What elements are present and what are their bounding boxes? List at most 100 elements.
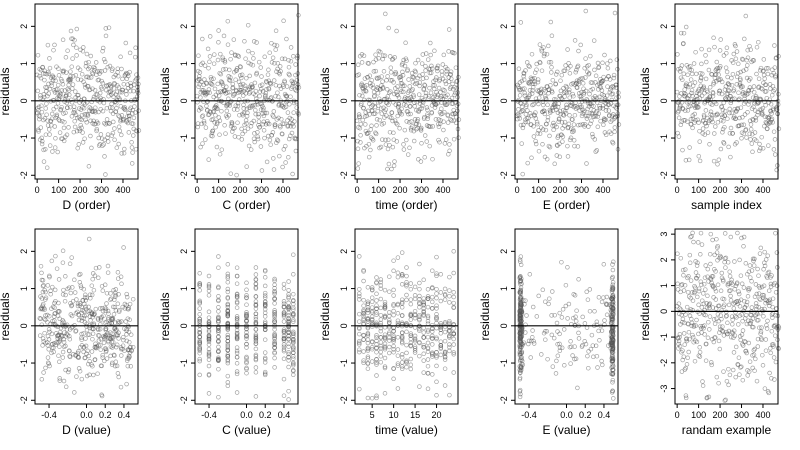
- data-point: [421, 325, 426, 331]
- data-point: [760, 146, 766, 151]
- data-point: [132, 104, 137, 109]
- data-point: [296, 112, 301, 117]
- data-point: [744, 92, 750, 97]
- data-point: [729, 277, 734, 283]
- data-point: [408, 281, 414, 286]
- data-point: [214, 106, 219, 111]
- data-point: [216, 394, 221, 400]
- data-point: [553, 81, 559, 87]
- y-tick-label: -2: [19, 396, 29, 404]
- data-point: [387, 310, 392, 315]
- data-point: [234, 369, 240, 374]
- data-point: [119, 132, 124, 138]
- data-point: [286, 388, 291, 394]
- data-point: [520, 171, 525, 177]
- data-point: [372, 104, 378, 110]
- data-point: [757, 141, 762, 147]
- data-point: [686, 329, 692, 335]
- data-point: [571, 129, 576, 134]
- data-point: [126, 353, 132, 359]
- data-point: [531, 102, 536, 107]
- data-point: [378, 106, 384, 111]
- data-point: [62, 330, 67, 335]
- data-point: [266, 86, 272, 92]
- data-point: [411, 138, 417, 144]
- data-point: [563, 282, 569, 288]
- data-point: [128, 332, 134, 337]
- data-point: [250, 84, 255, 90]
- data-point: [701, 84, 707, 89]
- data-point: [272, 122, 278, 127]
- data-point: [273, 83, 279, 88]
- data-point: [765, 318, 770, 324]
- data-point: [102, 68, 108, 73]
- data-point: [381, 120, 387, 126]
- data-point: [72, 277, 77, 283]
- data-point: [769, 92, 775, 98]
- data-point: [531, 124, 536, 129]
- data-point: [45, 123, 51, 128]
- data-point: [102, 137, 107, 143]
- y-tick-label: 1: [19, 61, 29, 66]
- data-point: [399, 89, 404, 94]
- data-point: [108, 296, 114, 301]
- data-point: [580, 314, 585, 320]
- data-point: [516, 66, 522, 72]
- data-point: [129, 140, 134, 145]
- x-tick-label: 5: [370, 410, 375, 420]
- data-point: [448, 69, 454, 74]
- x-tick-label: 200: [713, 410, 728, 420]
- plot-frame: [674, 3, 779, 180]
- data-point: [66, 125, 71, 130]
- data-point: [414, 121, 419, 127]
- data-point: [268, 142, 273, 147]
- data-point: [750, 149, 755, 155]
- data-point: [518, 20, 524, 25]
- scatter-points: [674, 230, 782, 403]
- data-point: [726, 382, 731, 388]
- data-point: [412, 296, 418, 302]
- data-point: [607, 113, 612, 119]
- data-point: [529, 51, 535, 57]
- data-point: [585, 106, 590, 112]
- data-point: [546, 43, 551, 49]
- data-point: [530, 84, 536, 90]
- x-tick-label: 0.4: [598, 410, 611, 420]
- x-tick-label: 100: [51, 185, 66, 195]
- data-point: [588, 53, 593, 59]
- data-point: [374, 373, 379, 378]
- data-point: [717, 346, 723, 352]
- data-point: [430, 294, 435, 300]
- data-point: [244, 302, 249, 307]
- data-point: [246, 143, 252, 149]
- data-point: [405, 67, 410, 72]
- data-point: [691, 239, 696, 245]
- data-point: [89, 349, 95, 354]
- data-point: [381, 69, 387, 74]
- data-point: [395, 122, 400, 127]
- data-point: [742, 93, 747, 99]
- data-point: [227, 89, 232, 95]
- data-point: [202, 77, 207, 82]
- data-point: [681, 331, 687, 336]
- data-point: [49, 80, 54, 86]
- data-point: [747, 359, 753, 364]
- data-point: [565, 143, 570, 149]
- data-point: [558, 78, 563, 83]
- data-point: [90, 336, 95, 342]
- data-point: [374, 275, 379, 280]
- data-point: [679, 63, 685, 68]
- data-point: [210, 133, 215, 139]
- data-point: [356, 72, 362, 77]
- data-point: [417, 83, 422, 89]
- y-tick-label: 1: [499, 286, 509, 291]
- data-point: [559, 259, 564, 265]
- data-point: [60, 322, 65, 328]
- data-point: [262, 337, 268, 342]
- data-point: [425, 114, 431, 119]
- y-tick-label: 2: [19, 24, 29, 29]
- data-point: [124, 332, 129, 337]
- data-point: [594, 353, 600, 359]
- data-point: [391, 163, 397, 169]
- data-point: [685, 355, 690, 361]
